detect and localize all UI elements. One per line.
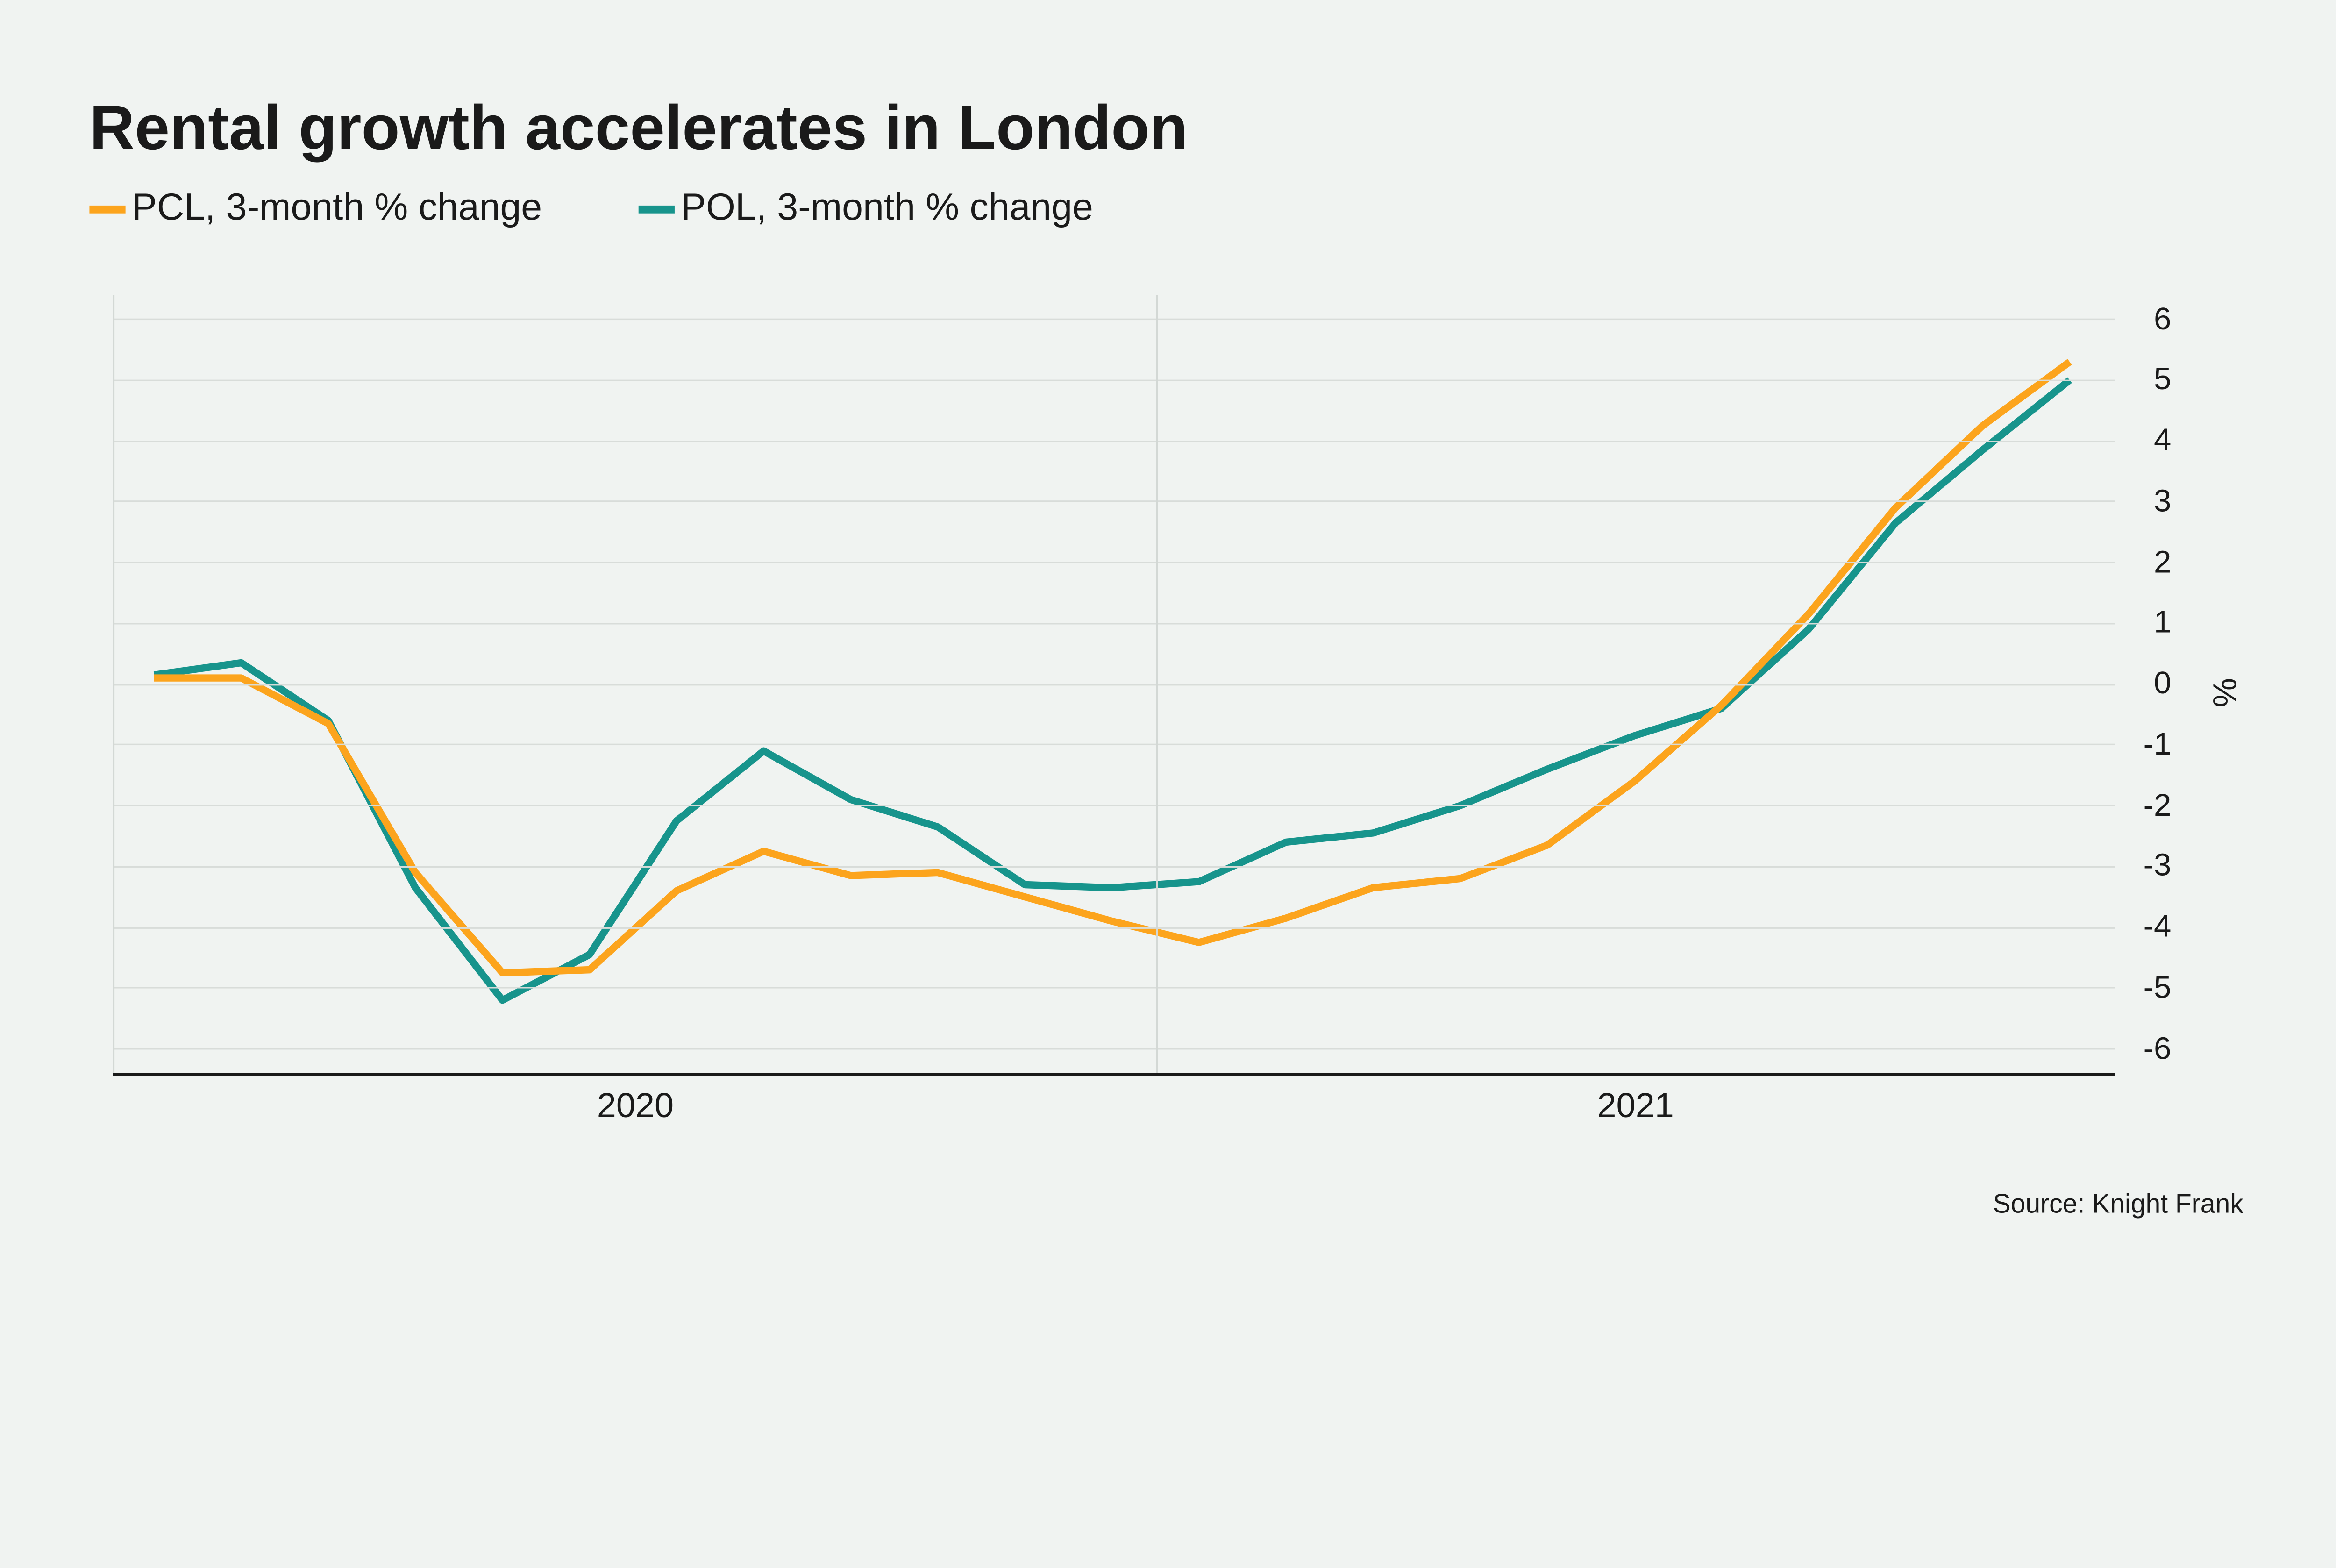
y-tick-label: -1: [2143, 727, 2172, 763]
plot-area: % 6 5 4 3 2 1 0 -1 -2 -3 -4 -5 -6 2020 2021: [113, 295, 2242, 1125]
pcl-line-swatch-icon: [89, 205, 126, 213]
x-tick-label: 2020: [597, 1085, 674, 1125]
legend-label-pcl: PCL, 3-month % change: [132, 186, 542, 229]
y-gridline: [113, 379, 2115, 381]
x-tick-label: 2021: [1597, 1085, 1674, 1125]
legend-item-pol: POL, 3-month % change: [638, 185, 1093, 232]
y-tick-label: -4: [2143, 910, 2172, 945]
x-gridline: [113, 295, 115, 1074]
y-gridline: [113, 440, 2115, 442]
legend-label-pol: POL, 3-month % change: [681, 186, 1093, 229]
y-gridline: [113, 926, 2115, 928]
legend: PCL, 3-month % change POL, 3-month % cha…: [89, 185, 1815, 232]
chart-title: Rental growth accelerates in London: [89, 94, 1188, 164]
y-tick-label: 0: [2154, 667, 2172, 702]
series-line-pol: [153, 377, 2072, 1004]
chart-card: Rental growth accelerates in London PCL,…: [89, 94, 2243, 1219]
y-tick-label: 1: [2154, 606, 2172, 641]
y-gridline: [113, 318, 2115, 321]
y-tick-label: -2: [2143, 788, 2172, 823]
y-gridline: [113, 805, 2115, 806]
y-gridline: [113, 744, 2115, 746]
source-note: Source: Knight Frank: [1993, 1189, 2243, 1219]
y-axis-unit-label: %: [2205, 678, 2242, 707]
y-gridline: [113, 987, 2115, 989]
x-gridline: [1156, 295, 1158, 1074]
pol-line-swatch-icon: [638, 205, 675, 213]
series-canvas: [153, 359, 2072, 1004]
y-gridline: [113, 865, 2115, 868]
y-tick-label: -6: [2143, 1031, 2172, 1066]
y-gridline: [113, 562, 2115, 563]
y-tick-label: 3: [2154, 484, 2172, 519]
y-tick-label: 6: [2154, 302, 2172, 337]
y-gridline: [113, 683, 2115, 685]
y-gridline: [113, 1048, 2115, 1050]
series-line-pcl: [154, 359, 2072, 976]
y-gridline: [113, 622, 2115, 624]
x-axis-line: [113, 1072, 2115, 1076]
y-tick-label: -5: [2143, 970, 2172, 1005]
legend-item-pcl: PCL, 3-month % change: [89, 185, 542, 232]
y-tick-label: 2: [2154, 545, 2172, 580]
y-gridline: [113, 501, 2115, 503]
y-tick-label: 4: [2154, 423, 2172, 458]
y-tick-label: 5: [2154, 363, 2172, 398]
y-tick-label: -3: [2143, 849, 2172, 884]
